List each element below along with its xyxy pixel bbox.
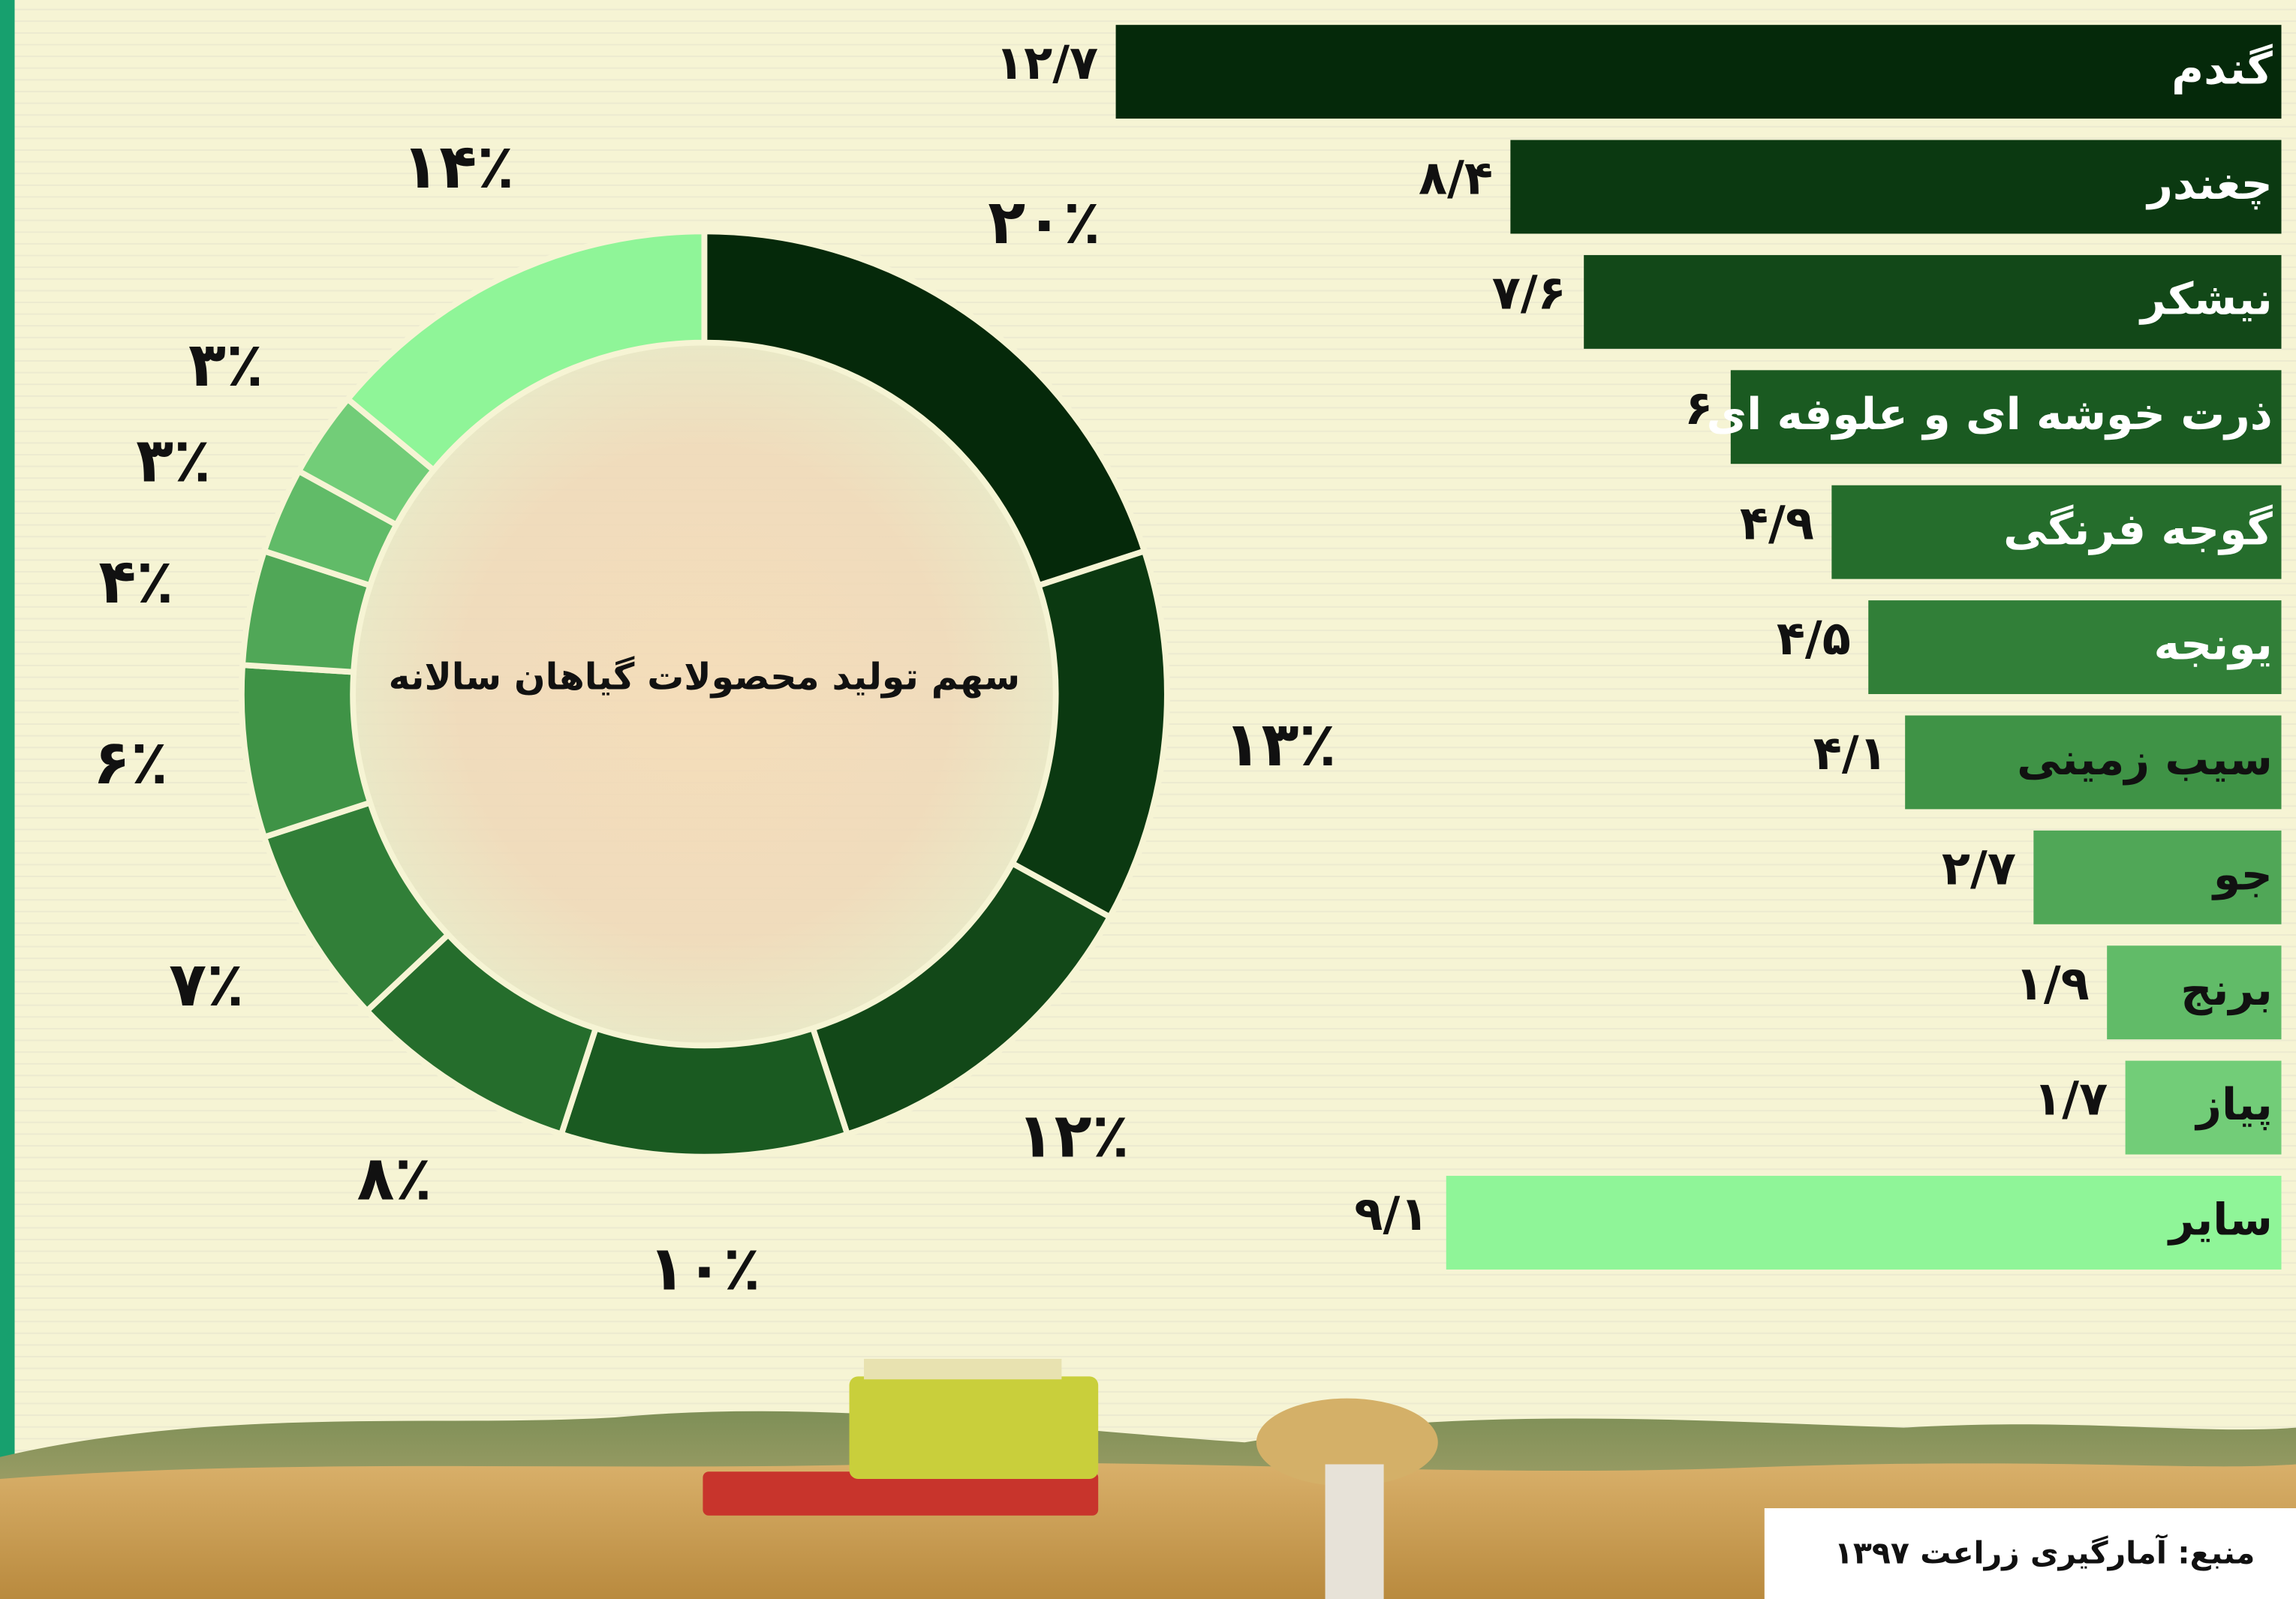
bar-category: نیشکر [2138, 273, 2273, 325]
donut-segment [242, 665, 370, 837]
percent-label: ۱۲٪ [1017, 1100, 1130, 1171]
infographic: ۲۰٪ ۱۳٪ ۱۲٪ ۱۰٪ ۸٪ ۷٪ ۶٪ ۴٪ ۳٪ ۳٪ ۱۴٪ سهم تولید مح… [0, 0, 2296, 1599]
bar-value-label: ۶ [1684, 380, 1713, 435]
bar-category: چغندر [2145, 158, 2273, 210]
bar [1116, 25, 2282, 119]
percent-label: ۳٪ [188, 329, 263, 401]
bar-value-label: ۷/۶ [1492, 266, 1566, 320]
donut-segment [561, 1028, 847, 1156]
bar-category: پیاز [2194, 1079, 2273, 1131]
bar-category: برنج [2180, 964, 2273, 1016]
percent-label: ۱۰٪ [648, 1233, 760, 1304]
bar-value-label: ۱/۷ [2033, 1071, 2108, 1126]
percent-label: ۳٪ [136, 425, 211, 496]
percent-label: ۸٪ [357, 1143, 432, 1214]
bar-category: ذرت خوشه ای و علوفه ای [1707, 389, 2273, 440]
bar-value-label: ۲/۷ [1942, 841, 2016, 896]
bar-category: سایر [2167, 1195, 2273, 1246]
bar-category: گندم [2171, 44, 2273, 95]
bar-category: سیب زمینی [2017, 734, 2273, 785]
bar-value-label: ۴/۹ [1740, 495, 1814, 550]
bar-value-label: ۱/۹ [2015, 956, 2090, 1011]
percent-label: ۱۳٪ [1224, 709, 1337, 780]
side-strip [0, 0, 15, 1599]
bar-value-label: ۴/۱ [1813, 726, 1888, 780]
percent-label: ۷٪ [169, 949, 244, 1020]
bar-value-label: ۱۲/۷ [995, 35, 1098, 90]
bar-value-label: ۴/۵ [1777, 611, 1851, 666]
source: منبع: آمارگیری زراعت ۱۳۹۷ [1834, 1534, 2255, 1570]
bar-category: جو [2211, 849, 2273, 900]
percent-label: ۱۴٪ [402, 131, 514, 203]
bar-category: گوجه فرنگی [2003, 503, 2273, 555]
bar [1446, 1176, 2282, 1270]
percent-label: ۴٪ [98, 546, 173, 618]
pie-title: سهم تولید محصولات گیاهان سالانه [389, 655, 1021, 698]
bar-value-label: ۹/۱ [1354, 1186, 1428, 1241]
percent-label: ۲۰٪ [988, 187, 1100, 258]
percent-label: ۶٪ [93, 727, 168, 798]
bar-category: یونجه [2154, 619, 2273, 671]
bar-value-label: ۸/۴ [1419, 150, 1493, 205]
